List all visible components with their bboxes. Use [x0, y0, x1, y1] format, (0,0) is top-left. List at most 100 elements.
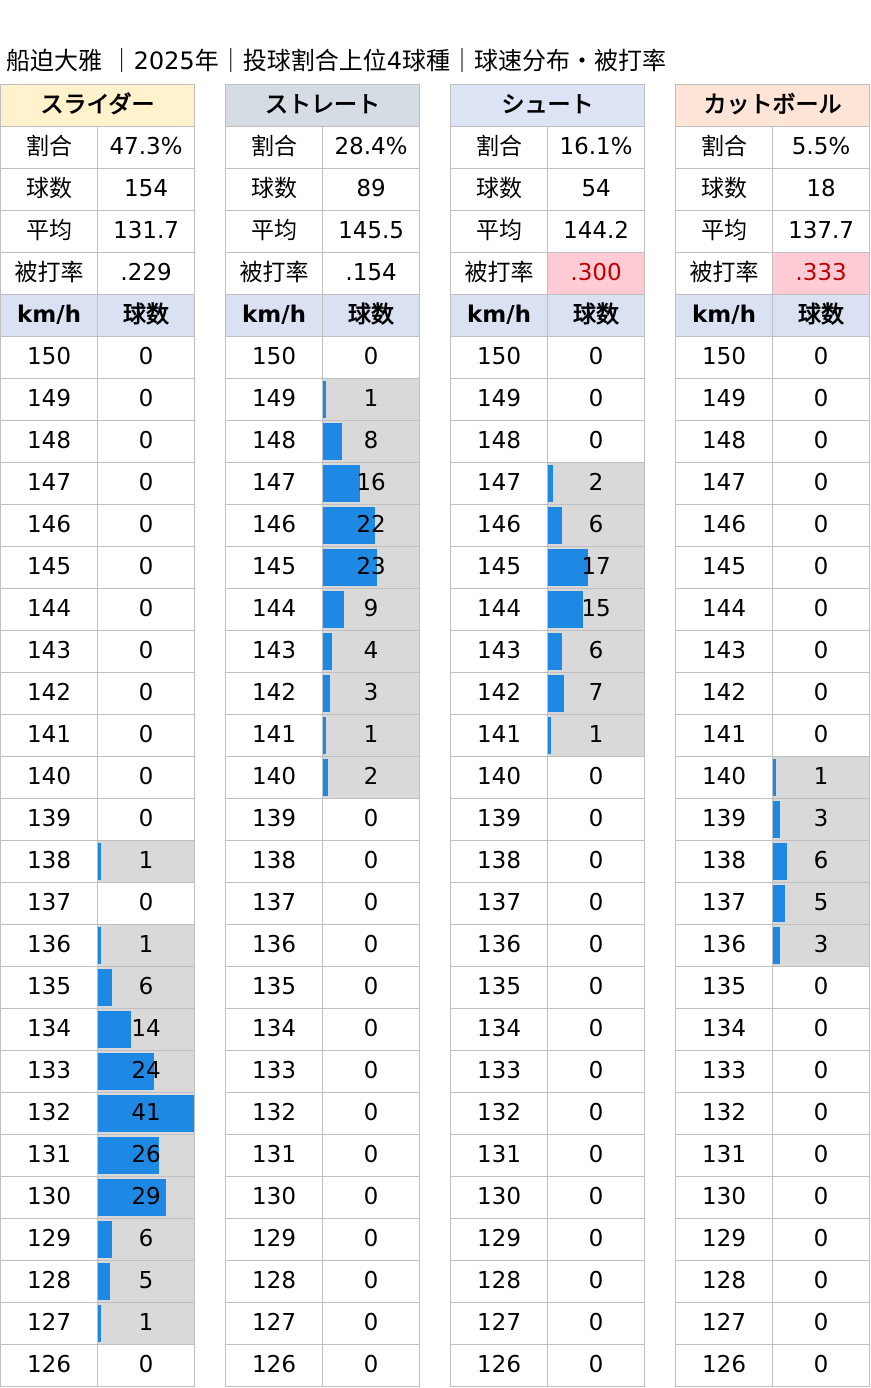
- speed-label: 149: [225, 378, 323, 421]
- table-row: 147 0: [0, 462, 195, 505]
- count-cell: 0: [772, 546, 870, 589]
- bar: [98, 1137, 159, 1174]
- table-row: 127 0: [225, 1302, 420, 1345]
- speed-label: 145: [675, 546, 773, 589]
- count-cell: 2: [547, 462, 645, 505]
- bar-label: 0: [813, 638, 829, 664]
- count-cell: 1: [322, 714, 420, 757]
- stat-value: 131.7: [97, 210, 195, 253]
- count-cell: 0: [772, 1092, 870, 1135]
- bar-label: 0: [138, 386, 154, 412]
- bar: [98, 1053, 155, 1090]
- table-row: 139 3: [675, 798, 870, 841]
- speed-label: 135: [675, 966, 773, 1009]
- stat-row-ba: 被打率 .229: [0, 252, 195, 295]
- count-cell: 0: [772, 1050, 870, 1093]
- bar-label: 24: [131, 1058, 161, 1084]
- bar-label: 0: [363, 1142, 379, 1168]
- bar-label: 6: [813, 848, 829, 874]
- bar-label: 1: [138, 848, 154, 874]
- speed-label: 142: [450, 672, 548, 715]
- table-row: 134 0: [675, 1008, 870, 1051]
- speed-label: 134: [450, 1008, 548, 1051]
- stat-value: .229: [97, 252, 195, 295]
- stat-value: 28.4%: [322, 126, 420, 169]
- table-row: 149 0: [0, 378, 195, 421]
- bar-label: 9: [363, 596, 379, 622]
- speed-label: 141: [225, 714, 323, 757]
- speed-label: 129: [675, 1218, 773, 1261]
- bar: [98, 969, 113, 1006]
- speed-label: 150: [0, 336, 98, 379]
- bar-label: 0: [588, 848, 604, 874]
- table-row: 150 0: [675, 336, 870, 379]
- table-row: 148 8: [225, 420, 420, 463]
- count-cell: 0: [322, 1344, 420, 1387]
- speed-label: 126: [0, 1344, 98, 1387]
- speed-label: 144: [675, 588, 773, 631]
- bar-label: 6: [588, 512, 604, 538]
- table-row: 140 0: [450, 756, 645, 799]
- stat-row-avg: 平均 144.2: [450, 210, 645, 253]
- speed-label: 148: [675, 420, 773, 463]
- speed-label: 143: [225, 630, 323, 673]
- count-cell: 0: [97, 378, 195, 421]
- count-cell: 0: [547, 1008, 645, 1051]
- bar-label: 3: [813, 806, 829, 832]
- count-cell: 0: [547, 882, 645, 925]
- count-cell: 0: [772, 420, 870, 463]
- table-row: 127 1: [0, 1302, 195, 1345]
- speed-label: 137: [0, 882, 98, 925]
- bar-label: 0: [363, 932, 379, 958]
- bar-label: 0: [813, 1226, 829, 1252]
- table-row: 131 26: [0, 1134, 195, 1177]
- speed-label: 142: [0, 672, 98, 715]
- speed-label: 139: [225, 798, 323, 841]
- bar-label: 0: [363, 848, 379, 874]
- table-row: 135 0: [450, 966, 645, 1009]
- bar-label: 7: [588, 680, 604, 706]
- count-cell: 1: [97, 924, 195, 967]
- count-cell: 0: [772, 714, 870, 757]
- table-row: 137 0: [0, 882, 195, 925]
- bar-label: 2: [363, 764, 379, 790]
- stat-row-ratio: 割合 5.5%: [675, 126, 870, 169]
- bar-label: 3: [363, 680, 379, 706]
- table-row: 131 0: [675, 1134, 870, 1177]
- stat-row-avg: 平均 137.7: [675, 210, 870, 253]
- table-row: 137 0: [450, 882, 645, 925]
- stat-value: .300: [547, 252, 645, 295]
- table-row: 134 14: [0, 1008, 195, 1051]
- bar-label: 23: [356, 554, 386, 580]
- bar-label: 6: [588, 638, 604, 664]
- speed-label: 135: [450, 966, 548, 1009]
- bar-label: 0: [363, 890, 379, 916]
- count-cell: 1: [322, 378, 420, 421]
- bar-label: 0: [588, 386, 604, 412]
- speed-label: 150: [675, 336, 773, 379]
- table-row: 138 1: [0, 840, 195, 883]
- table-row: 145 0: [0, 546, 195, 589]
- speed-label: 130: [0, 1176, 98, 1219]
- speed-label: 131: [225, 1134, 323, 1177]
- bar-label: 0: [813, 1100, 829, 1126]
- stat-row-ba: 被打率 .300: [450, 252, 645, 295]
- speed-label: 150: [450, 336, 548, 379]
- count-cell: 0: [97, 462, 195, 505]
- pitch-table: カットボール 割合 5.5% 球数 18 平均 137.7 被打率 .333 km/h 球数 150 0…: [675, 84, 870, 1387]
- speed-label: 136: [675, 924, 773, 967]
- count-cell: 0: [547, 1302, 645, 1345]
- table-row: 144 0: [0, 588, 195, 631]
- count-cell: 0: [547, 924, 645, 967]
- speed-label: 134: [675, 1008, 773, 1051]
- speed-label: 129: [225, 1218, 323, 1261]
- table-row: 140 2: [225, 756, 420, 799]
- bar-label: 0: [138, 890, 154, 916]
- speed-label: 132: [225, 1092, 323, 1135]
- speed-label: 141: [0, 714, 98, 757]
- bar-label: 5: [813, 890, 829, 916]
- balls-header: 球数: [547, 294, 645, 337]
- balls-header: 球数: [322, 294, 420, 337]
- speed-label: 136: [0, 924, 98, 967]
- table-row: 126 0: [675, 1344, 870, 1387]
